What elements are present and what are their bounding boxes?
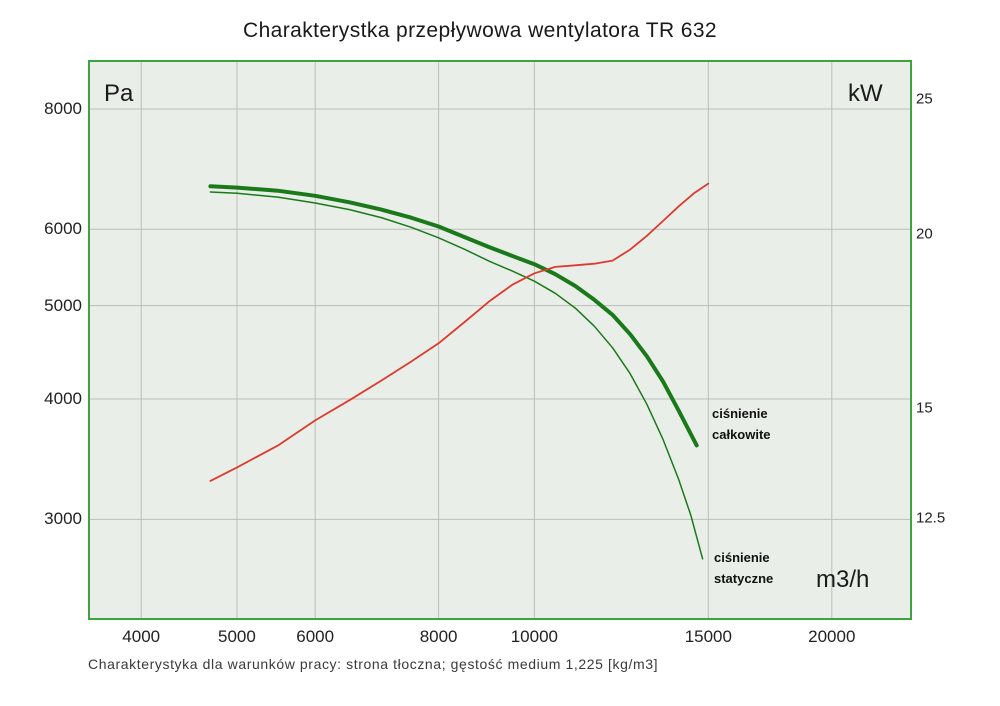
series-label-static-pressure: ciśnienie statyczne xyxy=(714,550,774,586)
x-tick-label: 4000 xyxy=(122,627,161,646)
chart-canvas xyxy=(90,62,910,618)
y-right-unit-label: kW xyxy=(848,80,883,107)
y-left-tick-label: 5000 xyxy=(44,295,82,315)
y-left-tick-label: 6000 xyxy=(44,219,82,239)
curve-moc xyxy=(209,182,710,482)
x-axis-unit-label: m3/h xyxy=(816,566,870,593)
x-tick-label: 10000 xyxy=(510,627,558,646)
x-tick-label: 8000 xyxy=(419,627,458,646)
x-tick-label: 20000 xyxy=(808,627,856,646)
series-label-total-pressure: ciśnienie całkowite xyxy=(712,406,771,442)
curve-cisnienie-statyczne xyxy=(209,191,704,560)
y-right-tick-label: 25 xyxy=(916,90,933,108)
y-right-tick-label: 12.5 xyxy=(916,509,946,527)
y-left-tick-label: 3000 xyxy=(44,509,82,529)
x-tick-label: 15000 xyxy=(684,627,732,646)
y-right-tick-label: 15 xyxy=(916,399,933,417)
y-left-tick-label: 4000 xyxy=(44,388,82,408)
x-tick-label: 5000 xyxy=(218,627,256,646)
curve-cisnienie-calkowite xyxy=(208,184,699,448)
y-right-tick-label: 20 xyxy=(916,225,933,243)
plot-area: Pa kW m3/h ciśnienie całkowite ciśnienie… xyxy=(88,60,912,620)
x-tick-label: 6000 xyxy=(296,627,335,646)
y-left-unit-label: Pa xyxy=(104,80,134,107)
chart-caption: Charakterystyka dla warunków pracy: stro… xyxy=(88,656,659,672)
chart-title: Charakterystka przepływowa wentylatora T… xyxy=(243,19,717,42)
y-left-tick-label: 8000 xyxy=(44,98,82,118)
